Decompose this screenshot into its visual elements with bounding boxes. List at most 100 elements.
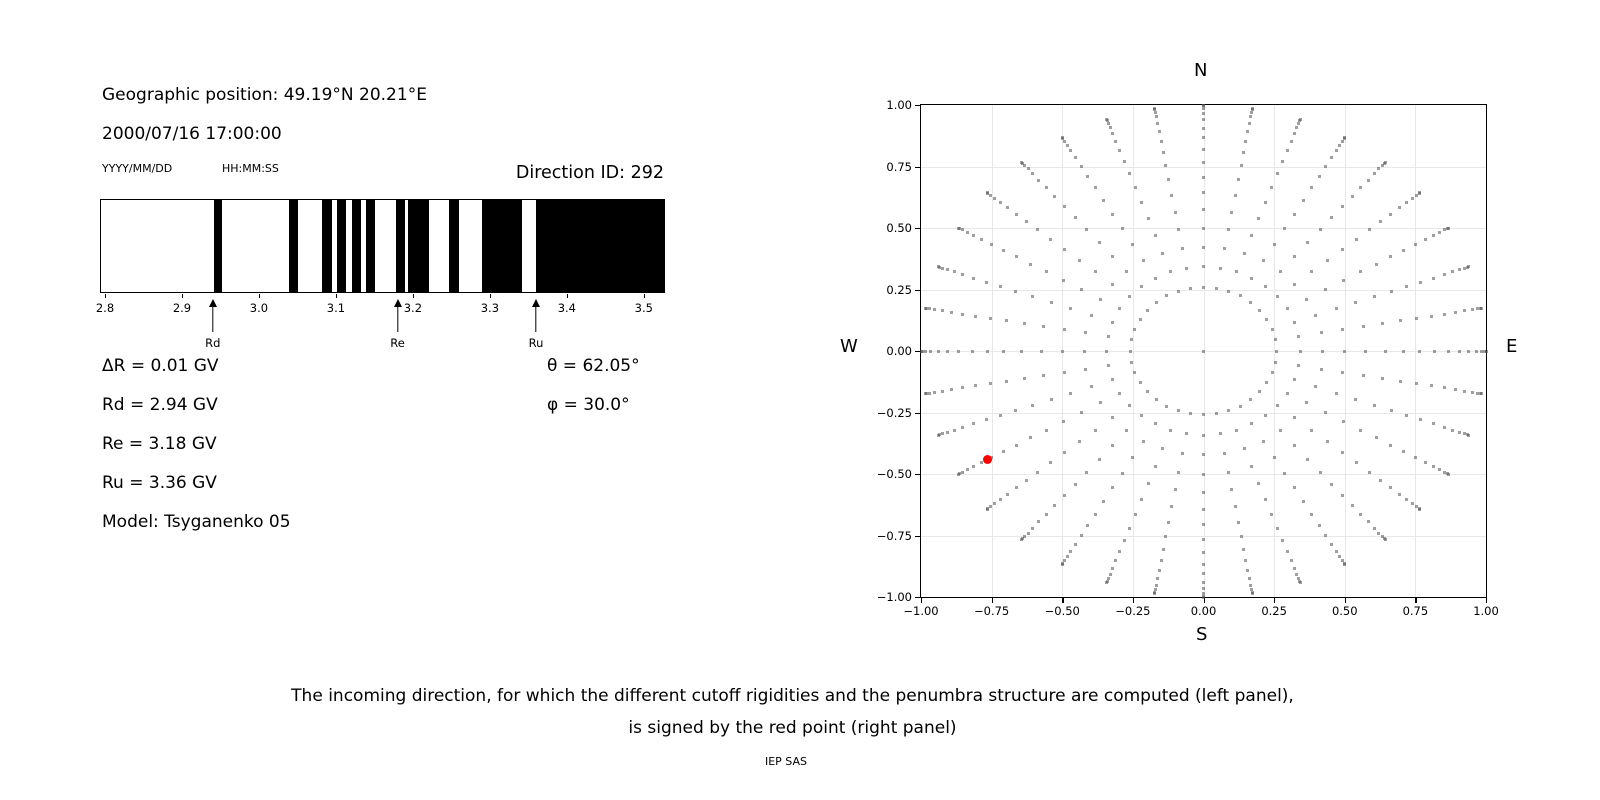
direction-dot bbox=[1097, 241, 1101, 245]
direction-dot bbox=[1314, 313, 1318, 317]
direction-dot bbox=[1053, 503, 1057, 507]
direction-dot bbox=[1128, 349, 1132, 353]
direction-dot bbox=[1377, 531, 1381, 535]
direction-dot bbox=[1248, 121, 1252, 125]
direction-dot bbox=[1042, 374, 1046, 377]
direction-dot bbox=[965, 230, 969, 234]
direction-dot bbox=[1341, 451, 1345, 455]
direction-dot bbox=[1120, 471, 1124, 475]
direction-dot bbox=[1380, 322, 1384, 326]
direction-dot bbox=[1250, 276, 1254, 280]
direction-dot bbox=[1429, 314, 1433, 318]
direction-dot bbox=[1405, 413, 1409, 417]
x-tick-label: −0.75 bbox=[974, 604, 1010, 618]
direction-dot bbox=[980, 460, 984, 464]
direction-dot bbox=[1442, 425, 1446, 429]
penumbra-tick-label: 3.1 bbox=[326, 301, 346, 315]
gridline-horizontal bbox=[921, 535, 1486, 537]
direction-dot bbox=[1380, 535, 1384, 539]
direction-dot bbox=[1324, 165, 1328, 168]
y-tick-label: −0.75 bbox=[876, 528, 912, 543]
direction-dot bbox=[1185, 266, 1189, 270]
direction-dot bbox=[1002, 349, 1006, 353]
direction-dot bbox=[945, 268, 949, 272]
direction-dot bbox=[1105, 349, 1109, 353]
y-tick-mark bbox=[915, 228, 920, 230]
direction-dot bbox=[1292, 320, 1296, 324]
x-tick-mark bbox=[1203, 598, 1205, 603]
direction-dot bbox=[936, 265, 940, 269]
direction-dot bbox=[1298, 349, 1302, 353]
direction-dot bbox=[1026, 167, 1030, 171]
direction-dot bbox=[1389, 255, 1393, 259]
direction-dot bbox=[1374, 436, 1378, 440]
direction-dot bbox=[1014, 290, 1018, 293]
x-tick-mark bbox=[1486, 598, 1488, 603]
direction-dot bbox=[1202, 595, 1205, 599]
marker-arrow-icon bbox=[393, 299, 402, 307]
direction-dot bbox=[1295, 126, 1299, 130]
direction-dot bbox=[1250, 422, 1254, 426]
direction-dot bbox=[1202, 191, 1205, 195]
direction-dot bbox=[1239, 163, 1243, 167]
direction-dot bbox=[1379, 219, 1383, 223]
direction-dot bbox=[957, 472, 961, 476]
direction-dot bbox=[1438, 468, 1442, 472]
penumbra-tick-label: 3.2 bbox=[403, 301, 423, 315]
direction-dot bbox=[1383, 161, 1387, 165]
direction-dot bbox=[1227, 289, 1230, 293]
direction-dot bbox=[1418, 349, 1422, 353]
x-tick-label: 0.00 bbox=[1190, 604, 1217, 618]
direction-dot bbox=[1298, 580, 1302, 584]
direction-dot bbox=[1202, 490, 1205, 494]
direction-dot bbox=[1202, 537, 1205, 541]
direction-dot bbox=[1305, 401, 1309, 405]
direction-dot bbox=[1367, 470, 1371, 474]
direction-dot bbox=[965, 468, 969, 472]
direction-dot bbox=[1431, 233, 1435, 237]
x-tick-mark bbox=[1062, 598, 1064, 603]
direction-dot bbox=[1077, 440, 1081, 444]
direction-dot bbox=[1242, 151, 1246, 155]
direction-dot bbox=[1177, 228, 1181, 232]
direction-dot bbox=[1222, 247, 1226, 251]
direction-dot bbox=[1023, 535, 1027, 539]
marker-arrow-line bbox=[396, 306, 399, 332]
direction-dot bbox=[1405, 285, 1409, 289]
direction-dot bbox=[1354, 301, 1358, 305]
compass-label-north: N bbox=[1194, 60, 1208, 81]
direction-dot bbox=[1372, 172, 1376, 176]
direction-dot bbox=[1292, 566, 1296, 570]
direction-dot bbox=[1292, 132, 1296, 136]
direction-dot bbox=[1321, 349, 1325, 353]
direction-dot bbox=[1044, 512, 1048, 516]
direction-dot bbox=[1343, 349, 1347, 353]
direction-dot bbox=[1372, 526, 1376, 530]
direction-dot bbox=[1202, 349, 1205, 353]
direction-dot bbox=[1330, 482, 1334, 486]
x-tick-label: −1.00 bbox=[903, 604, 939, 618]
penumbra-band bbox=[351, 200, 361, 292]
direction-dot bbox=[988, 193, 992, 197]
direction-dot bbox=[1020, 537, 1024, 541]
direction-dot bbox=[1084, 331, 1088, 335]
direction-dot bbox=[1106, 364, 1110, 368]
direction-dot bbox=[1446, 472, 1450, 476]
direction-dot bbox=[1354, 397, 1358, 401]
direction-dot bbox=[1458, 349, 1462, 353]
direction-dot bbox=[1065, 555, 1069, 559]
direction-dot bbox=[1415, 505, 1419, 509]
direction-dot bbox=[1114, 139, 1118, 143]
direction-dot bbox=[1264, 498, 1268, 502]
direction-dot bbox=[1125, 269, 1129, 273]
direction-dot bbox=[1324, 411, 1328, 414]
direction-dot bbox=[1418, 191, 1422, 195]
direction-dot bbox=[1061, 278, 1065, 282]
direction-dot bbox=[1379, 479, 1383, 483]
direction-dot bbox=[1127, 172, 1131, 176]
direction-dot bbox=[1146, 216, 1150, 220]
direction-dot bbox=[1111, 255, 1115, 259]
penumbra-chart: 2.8 2.9 3.0 3.1 3.2 3.3 3.4 3.5 Rd Re Ru bbox=[96, 199, 665, 369]
direction-dot bbox=[1389, 408, 1393, 412]
direction-dot bbox=[1250, 465, 1254, 469]
